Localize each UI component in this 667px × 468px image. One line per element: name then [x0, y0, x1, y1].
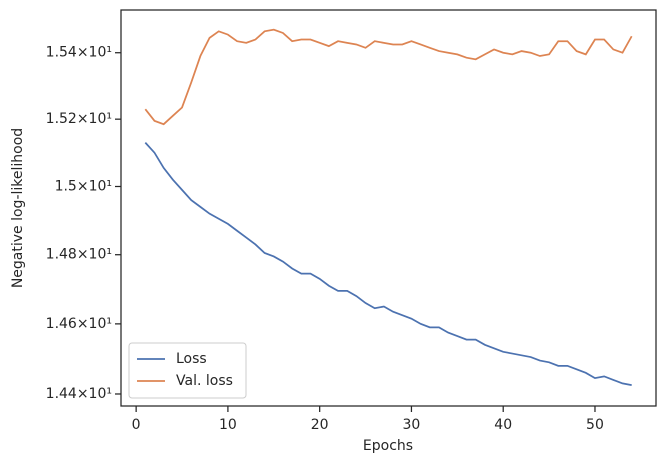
series-line — [144, 28, 633, 126]
x-tick-label: 50 — [586, 417, 604, 433]
legend-box — [128, 342, 247, 399]
legend-label: Val. loss — [176, 373, 233, 389]
y-tick-label: 1.52×10¹ — [46, 111, 112, 127]
plot-frame — [120, 9, 657, 407]
x-tick-label: 10 — [219, 417, 237, 433]
series-line — [144, 142, 632, 387]
x-tick-label: 40 — [494, 417, 512, 433]
y-tick-label: 1.44×10¹ — [46, 386, 112, 402]
legend-label: Loss — [176, 351, 207, 367]
y-axis-label: Negative log-likelihood — [10, 128, 26, 288]
x-tick-label: 20 — [311, 417, 329, 433]
y-tick-label: 1.46×10¹ — [46, 316, 112, 332]
x-axis-label: Epochs — [363, 438, 413, 454]
x-tick-label: 0 — [132, 417, 141, 433]
y-tick-label: 1.54×10¹ — [46, 45, 112, 61]
y-tick-label: 1.5×10¹ — [55, 178, 112, 194]
x-tick-label: 30 — [403, 417, 421, 433]
y-tick-label: 1.48×10¹ — [46, 247, 112, 263]
